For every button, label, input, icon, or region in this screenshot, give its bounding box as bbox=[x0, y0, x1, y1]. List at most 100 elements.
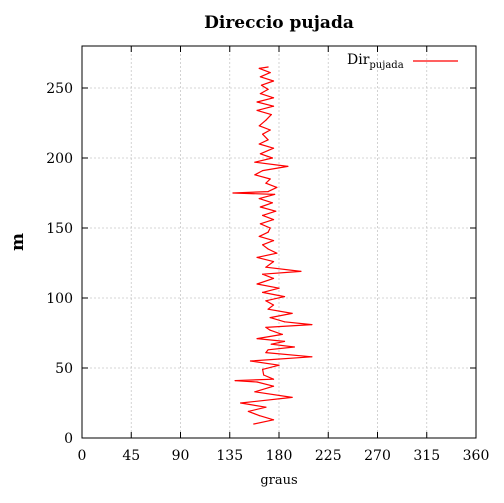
series-line bbox=[232, 66, 313, 425]
data-point bbox=[254, 161, 256, 163]
data-point bbox=[265, 266, 267, 268]
data-point bbox=[265, 182, 267, 184]
data-point bbox=[267, 349, 269, 351]
data-point bbox=[256, 338, 258, 340]
legend-label-subscript: pujada bbox=[369, 60, 403, 71]
data-point bbox=[258, 415, 260, 417]
data-point bbox=[259, 93, 261, 95]
y-tick-label: 150 bbox=[46, 221, 73, 237]
data-point bbox=[258, 198, 260, 200]
x-tick-label: 45 bbox=[122, 448, 140, 464]
data-point bbox=[256, 283, 258, 285]
data-point bbox=[262, 244, 264, 246]
data-point bbox=[270, 343, 272, 345]
chart-title: Direccio pujada bbox=[204, 13, 354, 33]
data-point bbox=[269, 329, 271, 331]
axis-ticks: 0 45 90 135 180 225 270 315 360 0 50 100 150 200 250 bbox=[46, 46, 489, 464]
series-layer bbox=[232, 66, 313, 425]
data-point bbox=[269, 227, 271, 229]
data-point bbox=[311, 356, 313, 358]
data-point bbox=[311, 324, 313, 326]
data-point bbox=[253, 423, 255, 425]
data-point bbox=[258, 235, 260, 237]
data-point bbox=[265, 352, 267, 354]
data-point bbox=[262, 368, 264, 370]
data-point bbox=[274, 193, 276, 195]
data-point bbox=[267, 308, 269, 310]
data-point bbox=[275, 210, 277, 212]
data-point bbox=[272, 105, 275, 107]
data-point bbox=[267, 66, 269, 68]
data-point bbox=[272, 277, 275, 279]
data-point bbox=[267, 248, 269, 250]
data-point bbox=[267, 139, 269, 141]
data-point bbox=[272, 97, 275, 99]
data-point bbox=[256, 109, 258, 111]
data-point bbox=[260, 84, 263, 86]
data-point bbox=[259, 206, 261, 208]
data-point bbox=[283, 296, 286, 298]
data-point bbox=[272, 147, 275, 149]
y-tick-label: 200 bbox=[46, 151, 73, 167]
legend-label: Dirpujada bbox=[347, 52, 404, 71]
data-point bbox=[256, 381, 258, 383]
data-point bbox=[263, 374, 265, 376]
x-tick-label: 135 bbox=[216, 448, 243, 464]
legend: Dirpujada bbox=[347, 52, 458, 71]
data-point bbox=[262, 291, 264, 293]
data-point bbox=[267, 231, 269, 233]
data-point bbox=[281, 333, 283, 335]
data-point bbox=[272, 378, 275, 380]
data-point bbox=[291, 396, 293, 398]
x-tick-label: 270 bbox=[364, 448, 391, 464]
data-point bbox=[272, 385, 275, 387]
data-point bbox=[269, 129, 271, 131]
data-point bbox=[232, 192, 234, 194]
data-point bbox=[291, 312, 293, 314]
data-point bbox=[272, 261, 275, 263]
data-point bbox=[262, 214, 264, 216]
data-point bbox=[272, 219, 275, 221]
data-point bbox=[234, 380, 236, 382]
data-point bbox=[265, 326, 267, 328]
data-point bbox=[259, 223, 261, 225]
data-point bbox=[271, 202, 273, 204]
x-tick-label: 90 bbox=[172, 448, 190, 464]
data-point bbox=[272, 304, 275, 306]
data-point bbox=[278, 287, 280, 289]
data-point bbox=[262, 273, 264, 275]
data-point bbox=[259, 76, 261, 78]
data-point bbox=[240, 402, 242, 404]
data-point bbox=[265, 300, 267, 302]
data-point bbox=[267, 191, 269, 193]
grid bbox=[82, 46, 476, 438]
data-point bbox=[272, 80, 275, 82]
y-tick-label: 250 bbox=[46, 81, 73, 97]
data-point bbox=[258, 67, 260, 69]
data-point bbox=[247, 410, 249, 412]
data-point bbox=[254, 174, 256, 176]
data-point bbox=[287, 165, 289, 167]
data-point bbox=[272, 419, 275, 421]
data-point bbox=[249, 360, 252, 362]
data-point bbox=[272, 240, 275, 242]
data-point bbox=[270, 114, 272, 116]
y-tick-label: 50 bbox=[55, 361, 73, 377]
data-point bbox=[278, 364, 280, 366]
data-point bbox=[269, 317, 271, 319]
data-point bbox=[276, 186, 278, 188]
x-tick-label: 180 bbox=[266, 448, 293, 464]
data-point bbox=[259, 153, 261, 155]
x-tick-label: 0 bbox=[78, 448, 87, 464]
data-point bbox=[267, 88, 269, 90]
data-point bbox=[276, 252, 278, 254]
data-point bbox=[265, 119, 267, 121]
data-point bbox=[283, 321, 286, 323]
y-tick-label: 100 bbox=[46, 291, 73, 307]
data-point bbox=[258, 143, 260, 145]
data-point bbox=[262, 170, 264, 172]
data-point bbox=[262, 133, 264, 135]
data-point bbox=[256, 256, 258, 258]
x-axis-label: graus bbox=[260, 473, 297, 488]
